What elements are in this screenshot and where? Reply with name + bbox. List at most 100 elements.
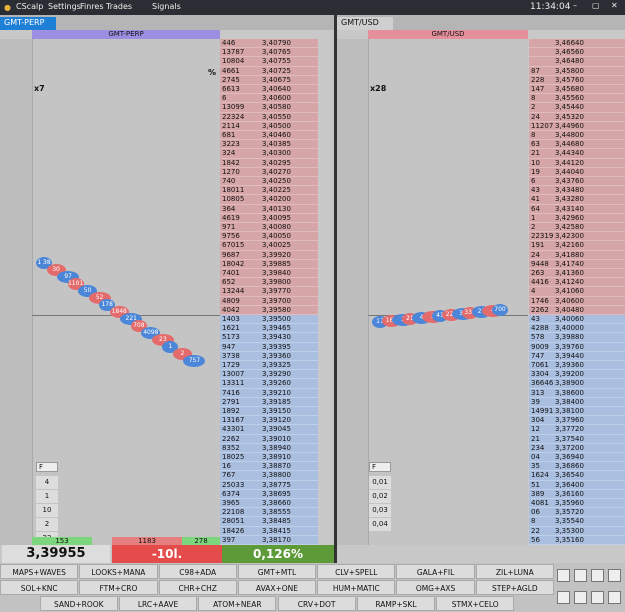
tool-icon[interactable] bbox=[557, 591, 570, 604]
pair-button[interactable]: STEP+AGLD bbox=[475, 580, 554, 595]
right-panel: GMT/USD x28 3,46640 3,46560 3,46480 87 3,45800… bbox=[337, 30, 625, 563]
logo: ● bbox=[4, 3, 11, 12]
order-size[interactable]: 0,02 bbox=[369, 490, 391, 503]
order-size[interactable]: 0,03 bbox=[369, 504, 391, 517]
ladder-row bbox=[529, 342, 625, 352]
volume-cell: 35 bbox=[531, 462, 540, 471]
pair-button[interactable]: SOL+KNC bbox=[0, 580, 79, 595]
volume-cell: 43301 bbox=[222, 425, 245, 434]
pair-button[interactable]: AVAX+ONE bbox=[237, 580, 317, 595]
ladder-row bbox=[529, 250, 625, 260]
pair-button[interactable]: RAMP+SKL bbox=[356, 596, 436, 611]
tool-icon[interactable] bbox=[591, 569, 604, 582]
ladder-row bbox=[220, 499, 318, 509]
pair-button[interactable]: LRC+AAVE bbox=[118, 596, 198, 611]
volume-cell: 8 bbox=[531, 94, 536, 103]
pair-button[interactable]: GALA+FIL bbox=[396, 564, 475, 579]
price-cell: 3,44960 bbox=[555, 121, 584, 130]
pair-button[interactable]: LOOKS+MANA bbox=[79, 564, 158, 579]
pair-button[interactable]: ZIL+LUNA bbox=[475, 564, 554, 579]
pair-button[interactable]: FTM+CRO bbox=[79, 580, 158, 595]
order-size[interactable]: 0,04 bbox=[369, 518, 391, 531]
ladder-row bbox=[220, 167, 318, 177]
price-cell: 3,43480 bbox=[555, 186, 584, 195]
volume-cell: 263 bbox=[531, 269, 545, 277]
ladder-row bbox=[220, 471, 318, 481]
price-cell: 3,39700 bbox=[262, 296, 291, 305]
pair-button[interactable]: GMT+MTL bbox=[237, 564, 317, 579]
ladder-row bbox=[529, 499, 625, 509]
close-button[interactable]: ✕ bbox=[611, 1, 618, 10]
ladder-row bbox=[220, 223, 318, 233]
pair-button[interactable]: ATOM+NEAR bbox=[198, 596, 277, 611]
signals-menu[interactable]: Signals bbox=[152, 2, 181, 11]
tool-icon[interactable] bbox=[608, 591, 621, 604]
volume-cell: 2 bbox=[531, 223, 536, 231]
tab[interactable]: GMT/USD bbox=[337, 17, 393, 30]
order-size[interactable]: 0,01 bbox=[369, 476, 391, 489]
volume-cell: 397 bbox=[222, 535, 236, 544]
ladder-row bbox=[220, 517, 318, 527]
pair-button[interactable]: CLV+SPELL bbox=[317, 564, 396, 579]
price-cell: 3,39120 bbox=[262, 416, 291, 425]
menu-item[interactable]: Settings bbox=[48, 2, 81, 11]
order-size[interactable]: 1 bbox=[36, 490, 58, 503]
pair-button[interactable]: STMX+CELO bbox=[436, 596, 515, 611]
pair-button[interactable]: MAPS+WAVES bbox=[0, 564, 79, 579]
ladder-row bbox=[529, 140, 625, 150]
volume-cell: 19 bbox=[531, 167, 540, 176]
pair-button[interactable]: C98+ADA bbox=[158, 564, 237, 579]
percent-button[interactable]: % bbox=[208, 68, 217, 77]
minimize-button[interactable]: – bbox=[573, 1, 577, 10]
ladder-row bbox=[529, 379, 625, 389]
menu-item[interactable]: Finres bbox=[80, 2, 104, 11]
tab[interactable]: GMT-PERP bbox=[0, 17, 56, 30]
pair-button[interactable]: CHR+CHZ bbox=[158, 580, 237, 595]
order-size[interactable]: 10 bbox=[36, 504, 58, 517]
volume-cell: 18042 bbox=[222, 259, 245, 268]
volume-cell: 22324 bbox=[222, 112, 245, 121]
price-cell: 3,46640 bbox=[555, 39, 584, 47]
menu-item[interactable]: Trades bbox=[106, 2, 133, 11]
pair-button[interactable]: SAND+ROOK bbox=[39, 596, 118, 611]
volume-cell: 10 bbox=[531, 158, 540, 167]
ladder-row bbox=[529, 480, 625, 490]
tool-icon[interactable] bbox=[574, 569, 587, 582]
tool-icon[interactable] bbox=[591, 591, 604, 604]
price-cell: 3,39200 bbox=[555, 370, 584, 379]
ladder-row bbox=[220, 425, 318, 435]
pair-button[interactable]: OMG+AXS bbox=[396, 580, 475, 595]
maximize-button[interactable]: ▢ bbox=[592, 1, 600, 10]
order-size[interactable]: 4 bbox=[36, 476, 58, 489]
tool-icon[interactable] bbox=[574, 591, 587, 604]
volume-cell: 147 bbox=[531, 85, 545, 93]
pair-button[interactable]: HUM+MATIC bbox=[317, 580, 396, 595]
pair-button[interactable]: CRV+DOT bbox=[277, 596, 356, 611]
filter-select[interactable]: F bbox=[369, 462, 391, 472]
ladder-row bbox=[220, 259, 318, 269]
price-cell: 3,37200 bbox=[555, 443, 584, 452]
price-cell: 3,38170 bbox=[262, 535, 291, 544]
price-cell: 3,39580 bbox=[262, 305, 291, 314]
left-panel: GMT-PERP x7 446 3,40790 13787 3,40765 10804 3,4… bbox=[0, 30, 334, 563]
price-cell: 3,43140 bbox=[555, 204, 584, 213]
tool-icon[interactable] bbox=[608, 569, 621, 582]
price-cell: 3,38775 bbox=[262, 480, 291, 489]
ladder-row bbox=[220, 112, 318, 122]
tab-bar: GMT-PERP GMT/USD bbox=[0, 15, 625, 30]
volume-cell: 22108 bbox=[222, 508, 245, 517]
tool-icon[interactable] bbox=[557, 569, 570, 582]
order-size[interactable]: 2 bbox=[36, 518, 58, 531]
ladder-row bbox=[220, 39, 318, 49]
price-cell: 3,42580 bbox=[555, 223, 584, 231]
ladder-row bbox=[220, 508, 318, 518]
filter-select[interactable]: F bbox=[36, 462, 58, 472]
chart-area bbox=[32, 39, 220, 545]
ladder-row bbox=[529, 177, 625, 187]
ladder-row bbox=[529, 416, 625, 426]
price-cell: 3,40385 bbox=[262, 140, 291, 149]
ladder-row bbox=[220, 489, 318, 499]
ladder-row bbox=[220, 269, 318, 279]
volume-cell: 24 bbox=[531, 112, 540, 121]
volume-cell: 3223 bbox=[222, 140, 240, 149]
